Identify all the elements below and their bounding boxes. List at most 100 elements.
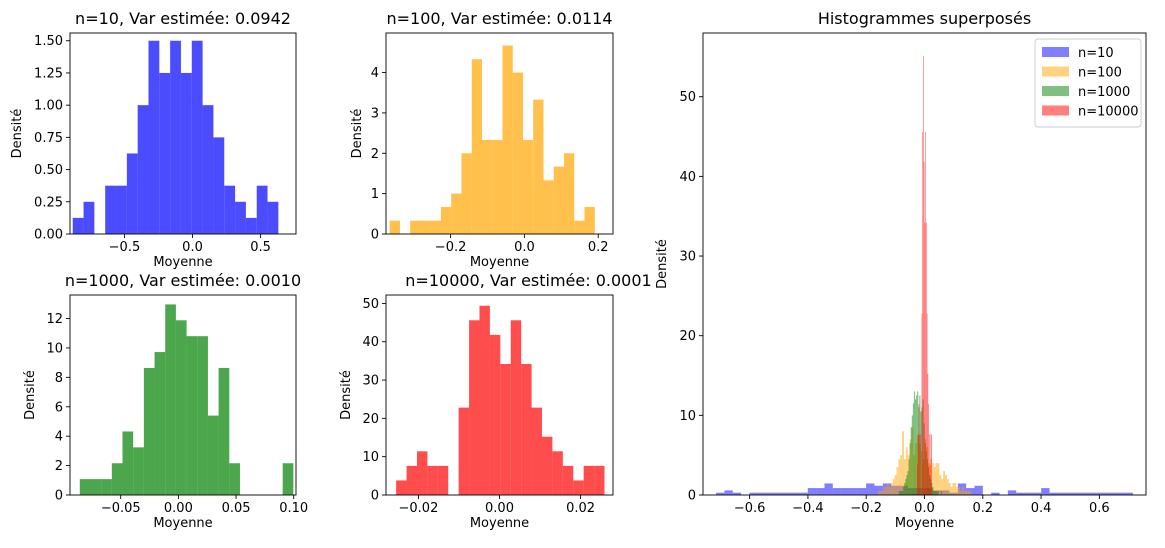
series-1-bar-0	[877, 491, 880, 495]
chart-3-ytick-label-5: 50	[362, 297, 379, 312]
chart-2-bar-12	[207, 415, 219, 495]
chart-2-ytick-label-2: 4	[55, 430, 63, 445]
series-2-bar-14	[913, 391, 916, 495]
chart-3-bar-16	[562, 465, 574, 495]
series-1-bar-46	[963, 491, 966, 495]
series-2-bar-12	[911, 415, 913, 495]
series-0-bar-37	[1024, 492, 1033, 495]
series-1-bar-3	[883, 487, 886, 495]
series-1-bar-9	[894, 475, 897, 495]
series-0-bar-0	[716, 492, 725, 495]
chart-0-bar-6	[137, 105, 149, 235]
series-0-bar-44	[1082, 492, 1092, 495]
chart-1-xtick-label-0: −0.2	[435, 240, 467, 255]
chart-2: −0.05 0.00 0.05 0.10 0 2 4 6 8 10 12 Moyenne Densité…	[23, 271, 308, 531]
chart-4-xtick-label-1: −0.4	[792, 501, 824, 516]
series-0-bar-48	[1116, 492, 1125, 495]
chart-0-bar-7	[148, 40, 160, 235]
chart-0-bar-4	[116, 185, 127, 234]
series-0-bar-8	[782, 492, 792, 495]
chart-1-ylabel: Densité	[350, 109, 365, 159]
chart-4-xtick-label-2: −0.2	[850, 501, 882, 516]
series-1-bar-8	[892, 479, 895, 495]
chart-3-bar-17	[573, 480, 584, 495]
series-0-bar-33	[991, 492, 1000, 495]
series-1-bar-39	[950, 487, 953, 495]
chart-2-ytick-label-4: 8	[55, 371, 63, 386]
series-0-bar-14	[832, 488, 842, 495]
chart-4-xtick-label-0: −0.6	[734, 501, 766, 516]
chart-1-bar-13	[522, 139, 534, 234]
series-0-bar-43	[1074, 492, 1083, 495]
series-0-bar-36	[1016, 492, 1025, 495]
series-3-bar-6	[921, 313, 923, 495]
series-1-bar-15	[905, 447, 908, 495]
chart-2-bar-8	[165, 304, 176, 495]
chart-0-ytick-label-3: 0.75	[34, 131, 63, 146]
chart-3-xtick-label-0: −0.02	[399, 501, 439, 516]
chart-1-bar-12	[512, 72, 523, 234]
chart-2-xtick-label-3: 0.10	[279, 501, 308, 516]
chart-4: −0.6 −0.4 −0.2 0.0 0.2 0.4 0.6 0 10 20 30 40 50 Moyen…	[655, 9, 1147, 531]
chart-3-bar-3	[427, 465, 438, 495]
series-0-bar-9	[791, 492, 800, 495]
chart-1-bar-19	[584, 206, 595, 234]
series-3-bar-18	[930, 434, 932, 495]
chart-2-bar-1	[90, 479, 102, 495]
series-2-bar-34	[935, 491, 937, 495]
chart-1-ytick-label-0: 0	[371, 228, 379, 243]
chart-3-bar-18	[583, 465, 595, 495]
chart-0-bar-9	[170, 40, 181, 235]
series-2-bar-3	[902, 491, 904, 495]
series-3-bar-7	[922, 131, 924, 495]
chart-1-bar-9	[481, 139, 493, 234]
chart-4-xtick-label-4: 0.2	[972, 501, 993, 516]
chart-1-bar-15	[543, 180, 554, 234]
chart-1-bar-18	[574, 220, 585, 234]
legend-box	[1034, 38, 1142, 128]
series-2-bar-11	[910, 427, 912, 495]
chart-2-xtick-label-2: 0.05	[222, 501, 251, 516]
chart-0: −0.5 0.0 0.5 0.00 0.25 0.50 0.75 1.00 1.25 1.50 Mo…	[10, 9, 297, 270]
series-0-bar-13	[824, 483, 833, 495]
chart-4-xtick-label-3: 0.0	[914, 501, 935, 516]
series-2-bar-4	[903, 487, 905, 495]
chart-0-ytick-label-4: 1.00	[34, 99, 63, 114]
legend-swatch-2	[1042, 86, 1069, 96]
chart-2-bar-14	[229, 463, 240, 495]
chart-0-bar-12	[202, 105, 214, 235]
series-0-bar-40	[1049, 492, 1058, 495]
series-2-bar-6	[905, 479, 907, 495]
series-3-bar-9	[923, 162, 925, 496]
chart-3-ytick-label-3: 30	[362, 374, 379, 389]
chart-4-ylabel: Densité	[655, 239, 670, 289]
series-3-bar-3	[919, 434, 921, 495]
series-2-bar-20	[920, 411, 922, 495]
series-1-bar-35	[943, 471, 946, 495]
series-2-bar-8	[907, 471, 909, 495]
chart-1-bar-3	[420, 220, 431, 234]
series-2-bar-10	[909, 443, 911, 495]
series-2-bar-17	[917, 391, 919, 495]
series-2-bar-15	[915, 399, 917, 495]
series-1-bar-37	[946, 479, 949, 495]
series-2-bar-36	[937, 491, 939, 495]
chart-1-ytick-label-1: 1	[371, 187, 379, 202]
chart-1-xtick-label-1: 0.0	[514, 240, 535, 255]
chart-0-xtick-label-0: −0.5	[109, 240, 141, 255]
series-1-bar-38	[948, 483, 951, 495]
chart-0-bar-3	[105, 185, 117, 234]
series-0-bar-7	[774, 492, 783, 495]
chart-0-xtick-label-1: 0.0	[182, 240, 203, 255]
chart-0-bar-13	[213, 137, 225, 234]
series-3-bar-12	[925, 222, 927, 495]
series-1-bar-12	[900, 455, 903, 495]
chart-2-bar-13	[218, 367, 230, 495]
series-2-bar-7	[906, 475, 908, 495]
series-1-bar-47	[965, 491, 968, 495]
series-1-bar-45	[961, 487, 964, 495]
series-0-bar-45	[1091, 492, 1100, 495]
chart-0-bar-17	[256, 185, 268, 234]
series-1-bar-14	[903, 459, 906, 495]
series-0-bar-5	[757, 492, 767, 495]
